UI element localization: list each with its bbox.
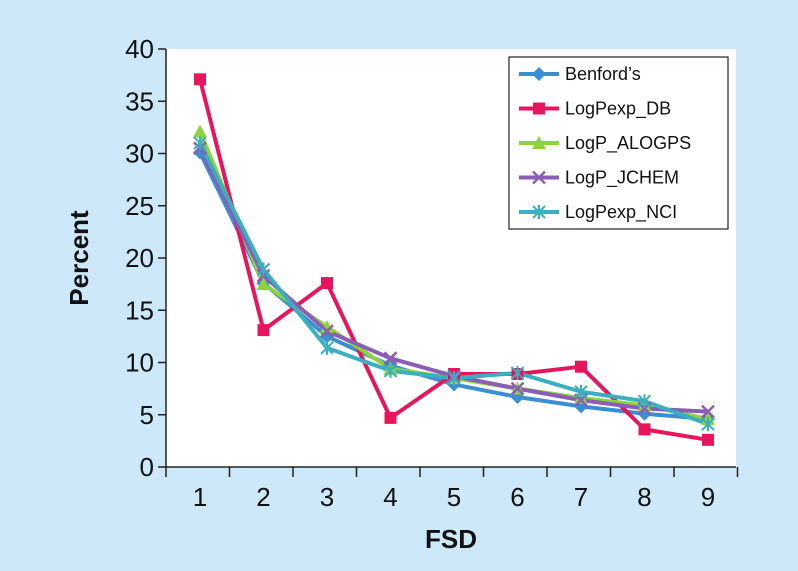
x-tick-label: 6 [510,482,524,512]
series-2-point [575,360,587,373]
series-5-point [320,340,334,355]
series-2-point [702,433,714,446]
x-tick-label: 8 [637,482,651,512]
x-tick-label: 9 [701,482,715,512]
legend-marker [532,136,546,149]
legend-label: Benford’s [565,64,641,84]
series-4-point [383,351,398,366]
legend-marker-stroke [532,170,546,185]
series-2-point [638,423,651,436]
series-2-point [384,411,397,424]
x-tick-label: 1 [193,482,207,512]
series-5-point [637,394,652,409]
series-4-point-stroke [320,324,334,339]
series-3-point [256,277,271,291]
series-4-point-stroke [383,351,398,366]
series-5-point [193,136,207,151]
series-5-point [383,363,398,378]
legend-label: LogPexp_NCI [565,202,677,223]
y-tick-label: 30 [125,139,154,169]
y-tick-label: 5 [140,400,154,430]
series-5-point [701,417,715,432]
x-tick-label: 2 [256,482,270,512]
series-lines [193,73,715,446]
legend-marker [532,67,546,81]
legend-marker [532,205,546,219]
axes: 0 5 10 15 20 25 30 35 40 1 2 3 4 5 6 7 8 9 [125,34,739,512]
series-4-point [701,404,715,419]
x-tick-label: 5 [447,482,461,512]
legend-label: LogPexp_DB [565,99,671,120]
y-tick-label: 0 [140,452,154,482]
series-5-point [574,384,588,399]
y-tick-label: 35 [125,86,154,116]
x-tick-label: 4 [383,482,397,512]
series-3-point [320,319,334,333]
series-5-point [447,371,461,386]
legend-marker [533,102,545,115]
y-axis-title: Percent [64,210,94,306]
y-tick-label: 20 [125,243,154,273]
series-5-point [256,262,271,277]
series-2-point [257,324,270,337]
series-2-point [321,277,333,290]
legend-label: LogP_JCHEM [565,168,679,189]
legend-marker [532,170,546,185]
y-tick-label: 40 [125,34,154,64]
series-4-point-stroke [701,404,715,419]
x-tick-label: 3 [320,482,334,512]
series-2-point [194,73,206,86]
series-4-point [320,324,334,339]
x-axis-title: FSD [425,524,477,554]
y-tick-label: 25 [125,191,154,221]
series-4-point-stroke [510,381,525,396]
legend: Benford’s LogPexp_DB LogP_ALOGPS LogP_JCHEM… [508,56,729,230]
series-5-point [510,365,525,380]
series-1-point [193,145,207,160]
legend-label: LogP_ALOGPS [565,133,691,154]
y-tick-label: 15 [125,295,154,325]
series-4-point [510,381,525,396]
x-tick-label: 7 [574,482,588,512]
series-3-point [193,124,207,138]
y-tick-label: 10 [125,348,154,378]
